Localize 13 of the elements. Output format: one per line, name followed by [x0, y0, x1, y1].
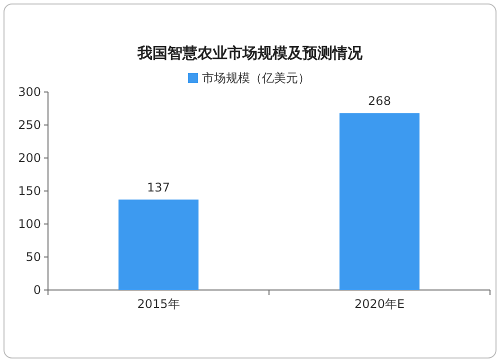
data-label: 137	[147, 180, 170, 195]
y-tick-label: 150	[18, 184, 41, 198]
x-tick-label: 2015年	[137, 297, 180, 311]
data-label: 268	[368, 94, 391, 108]
x-tick-label: 2020年E	[354, 297, 405, 311]
y-tick-label: 100	[18, 217, 41, 231]
y-tick-label: 300	[18, 85, 41, 99]
y-tick-label: 250	[18, 118, 41, 132]
chart-title: 我国智慧农业市场规模及预测情况	[136, 44, 364, 62]
y-tick-label: 0	[33, 283, 41, 297]
y-tick-label: 50	[26, 250, 41, 264]
y-tick-label: 200	[18, 151, 41, 165]
legend-label: 市场规模（亿美元）	[202, 71, 310, 85]
